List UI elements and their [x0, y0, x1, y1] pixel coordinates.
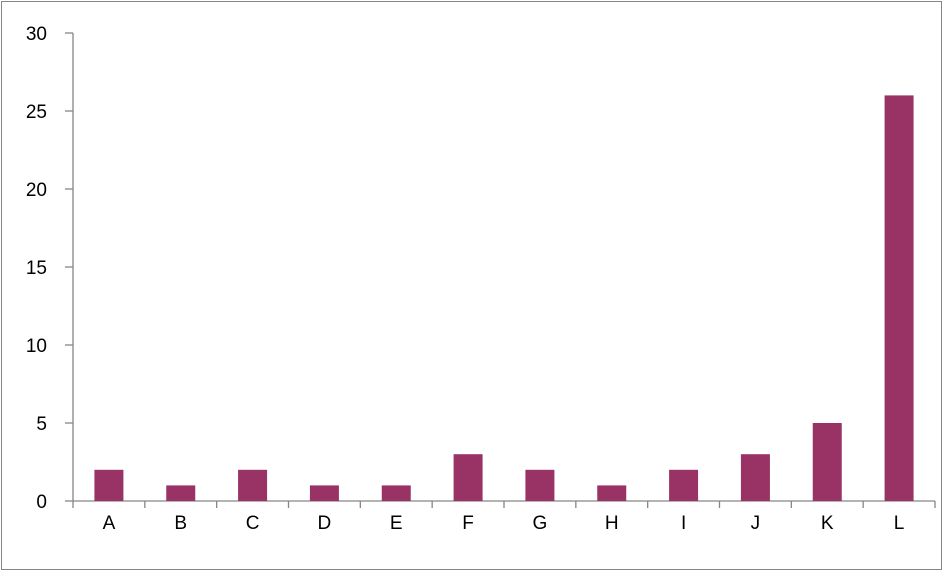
x-tick-label: A	[103, 513, 116, 534]
x-axis: A B C D E F G H I J K L	[72, 500, 936, 534]
y-axis: 0 5 10 15 20 25 30	[26, 24, 74, 513]
y-tick-label: 15	[26, 258, 47, 279]
bar-d	[309, 485, 339, 501]
bar-e	[381, 485, 411, 501]
y-tick-label: 5	[36, 414, 47, 435]
bar-f	[453, 454, 483, 501]
x-tick-label: H	[605, 513, 619, 534]
bar-g	[525, 469, 555, 501]
y-tick-label: 25	[26, 102, 47, 123]
bars	[94, 95, 914, 502]
bar-j	[740, 454, 770, 501]
bar-h	[597, 485, 627, 501]
bar-i	[669, 469, 699, 501]
bar-k	[812, 423, 842, 501]
y-tick-label: 20	[26, 180, 47, 201]
x-tick-label: G	[533, 513, 548, 534]
x-tick-label: C	[246, 513, 260, 534]
bar-c	[238, 469, 268, 501]
bar-l	[884, 95, 914, 502]
x-tick-label: D	[318, 513, 332, 534]
x-tick-label: K	[821, 513, 834, 534]
x-tick-label: J	[751, 513, 761, 534]
y-tick-label: 30	[26, 24, 47, 45]
bar-b	[166, 485, 196, 501]
bar-a	[94, 469, 124, 501]
x-tick-label: B	[174, 513, 187, 534]
y-tick-label: 0	[36, 492, 47, 513]
x-tick-label: I	[681, 513, 686, 534]
y-tick-label: 10	[26, 336, 47, 357]
x-tick-label: L	[894, 513, 905, 534]
x-tick-label: F	[462, 513, 474, 534]
x-tick-label: E	[390, 513, 403, 534]
